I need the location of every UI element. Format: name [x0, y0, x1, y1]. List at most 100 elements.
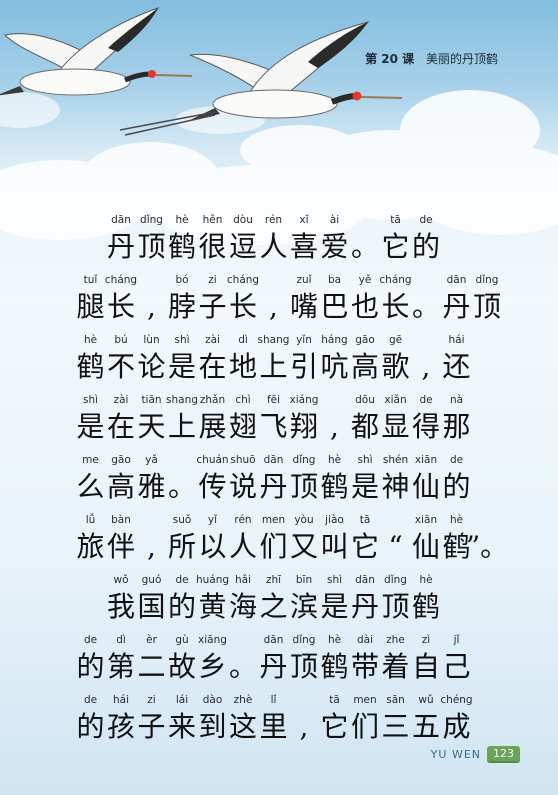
hanzi: 脖: [167, 290, 196, 323]
character-cell: dǐng 顶: [282, 450, 327, 504]
pinyin: bīn: [295, 574, 313, 586]
character-cell: zi 子: [190, 270, 235, 324]
character-cell: hè 鹤: [312, 630, 357, 684]
pinyin: háng: [321, 334, 348, 346]
pinyin: dān: [355, 574, 375, 586]
pinyin: de: [83, 694, 98, 706]
hanzi: 。: [350, 230, 379, 263]
character-cell: shì 是: [312, 570, 357, 624]
character-cell: hè 鹤: [434, 510, 479, 564]
pinyin: zhī: [265, 574, 282, 586]
pinyin: hè: [83, 334, 98, 346]
character-cell: ,: [129, 270, 174, 324]
hanzi: 展: [198, 410, 227, 443]
character-cell: xiān 仙: [404, 450, 449, 504]
character-cell: yǐn 引: [282, 330, 327, 384]
character-cell: dōu 都: [343, 390, 388, 444]
hanzi: 鹤: [320, 470, 349, 503]
hanzi: 是: [320, 590, 349, 623]
hanzi: 它: [350, 530, 379, 563]
pinyin: cháng: [379, 274, 412, 286]
character-cell: háng 吭: [312, 330, 357, 384]
hanzi: 叫: [320, 530, 349, 563]
character-cell: bú 不: [99, 330, 144, 384]
character-cell: wǔ 五: [404, 690, 449, 744]
hanzi: 说: [228, 470, 257, 503]
character-cell: tiān 天: [129, 390, 174, 444]
character-cell: de 的: [160, 570, 205, 624]
character-cell: tā 它: [373, 210, 418, 264]
pinyin: huáng: [195, 574, 230, 586]
character-cell: rén 人: [251, 210, 296, 264]
hanzi: 地: [228, 350, 257, 383]
hanzi: 人: [228, 530, 257, 563]
hanzi: 子: [198, 290, 227, 323]
hanzi: 丹: [350, 590, 379, 623]
hanzi: 国: [137, 590, 166, 623]
pinyin: tā: [329, 694, 340, 706]
pinyin: jǐ: [453, 634, 460, 646]
hanzi: 巴: [320, 290, 349, 323]
hanzi: ,: [269, 290, 278, 323]
hanzi: 爱: [320, 230, 349, 263]
character-cell: zhī 之: [251, 570, 296, 624]
character-cell: zì 自: [404, 630, 449, 684]
character-cell: gāo 高: [343, 330, 388, 384]
character-cell: xiǎn 显: [373, 390, 418, 444]
hanzi: 引: [289, 350, 318, 383]
text-line: dān 丹 dǐng 顶 hè 鹤 hěn 很 dòu 逗 rén 人 xǐ 喜 ài 爱。 tā 它 de 的: [75, 210, 495, 270]
character-cell: 。: [343, 210, 388, 264]
character-cell: hěn 很: [190, 210, 235, 264]
pinyin: de: [175, 574, 189, 586]
hanzi: 顶: [472, 290, 501, 323]
lesson-title: 美丽的丹顶鹤: [425, 52, 498, 66]
character-cell: hǎi 海: [221, 570, 266, 624]
pinyin: xiǎn: [384, 394, 407, 406]
character-cell: hè 鹤: [404, 570, 449, 624]
hanzi: 乡: [198, 650, 227, 683]
character-cell: guó 国: [129, 570, 174, 624]
hanzi: ”。: [465, 530, 509, 563]
character-cell: jǐ 己: [434, 630, 479, 684]
pinyin: xiān: [414, 514, 438, 526]
character-cell: ,: [129, 510, 174, 564]
pinyin: hái: [448, 334, 465, 346]
hanzi: 歌: [381, 350, 410, 383]
pinyin: lùn: [143, 334, 160, 346]
hanzi: 的: [167, 590, 196, 623]
hanzi: 又: [289, 530, 318, 563]
character-cell: hái 孩: [99, 690, 144, 744]
pinyin: bú: [114, 334, 128, 346]
pinyin: dǐng: [292, 634, 316, 646]
pinyin: zi: [147, 694, 156, 706]
hanzi: 之: [259, 590, 288, 623]
hanzi: 二: [137, 650, 166, 683]
pinyin: èr: [146, 634, 157, 646]
hanzi: 逗: [228, 230, 257, 263]
pinyin: ba: [327, 274, 342, 286]
text-line: de 的 dì 第 èr 二 gù 故 xiāng 乡。 dān 丹 dǐng 顶 hè 鹤 dài 带 zhe 着 z…: [75, 630, 495, 690]
hanzi: ,: [299, 710, 309, 743]
hanzi: 很: [198, 230, 227, 263]
hanzi: 故: [167, 650, 196, 683]
hanzi: 雅: [137, 470, 166, 503]
pinyin: wǒ: [113, 574, 129, 586]
pinyin: shì: [357, 454, 373, 466]
hanzi: 它: [320, 710, 349, 743]
pinyin: zài: [113, 394, 129, 406]
pinyin: zuǐ: [296, 274, 312, 286]
pinyin: zhǎn: [199, 394, 226, 406]
character-cell: 。: [221, 630, 266, 684]
character-cell: tā 它: [312, 690, 357, 744]
hanzi: 鹤: [411, 590, 440, 623]
hanzi: 们: [259, 530, 288, 563]
hanzi: 在: [106, 410, 135, 443]
pinyin: cháng: [104, 274, 138, 286]
character-cell: wǒ 我: [99, 570, 144, 624]
character-cell: de 的: [404, 210, 449, 264]
character-cell: huáng 黄: [190, 570, 235, 624]
pinyin: shén: [382, 454, 409, 466]
hanzi: 丹: [442, 290, 471, 323]
hanzi: 论: [137, 350, 166, 383]
